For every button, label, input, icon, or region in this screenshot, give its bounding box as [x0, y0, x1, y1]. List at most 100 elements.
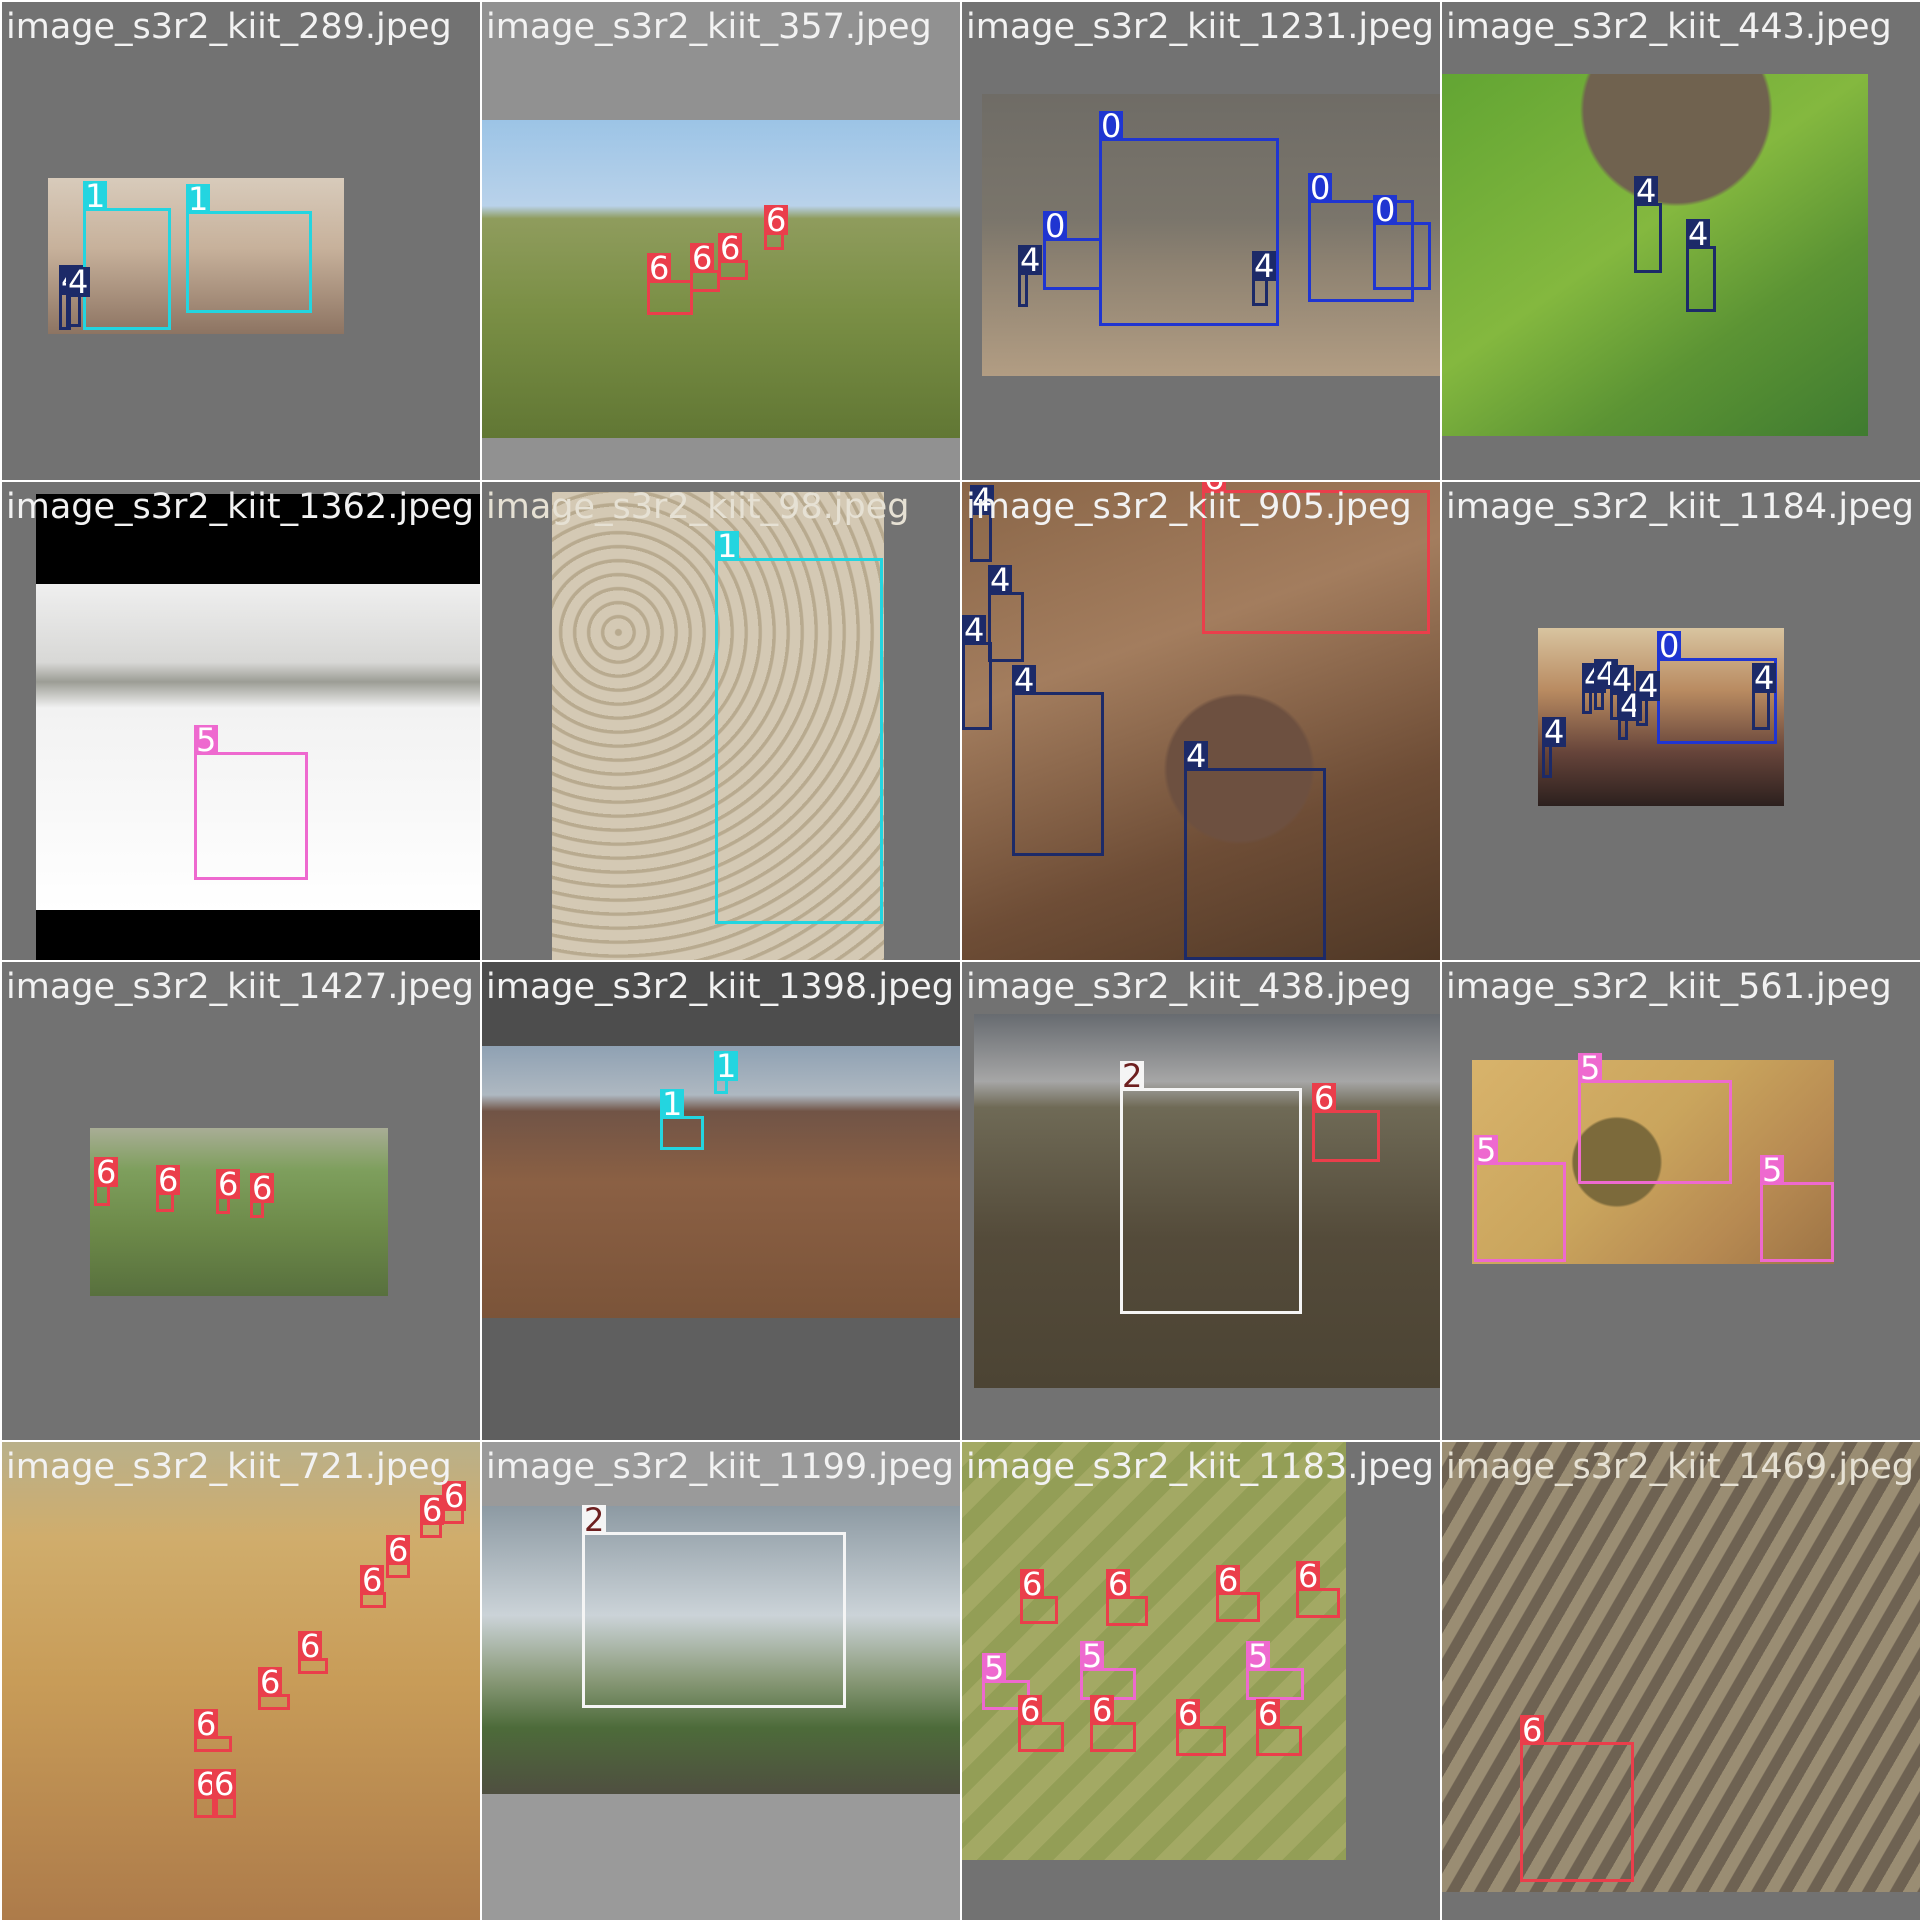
image-tile[interactable]: 6 6 6 6 6 6 6 6 6 image_s3r2_kiit_721.jp… [2, 1442, 480, 1920]
bounding-box: 4 [970, 484, 995, 562]
image-filename: image_s3r2_kiit_1427.jpeg [6, 967, 475, 1007]
bounding-box: 4 [1636, 670, 1661, 726]
bounding-box: 6 [1312, 1082, 1380, 1162]
image-preview [962, 482, 1440, 960]
bbox-class-label: 4 [1542, 713, 1567, 751]
image-filename: image_s3r2_kiit_1183.jpeg [966, 1447, 1435, 1487]
bbox-class-label: 4 [1686, 215, 1711, 253]
image-filename: image_s3r2_kiit_561.jpeg [1446, 967, 1892, 1007]
bbox-class-label: 6 [360, 1561, 385, 1599]
image-tile[interactable]: 1 1 4 4 image_s3r2_kiit_289.jpeg [2, 2, 480, 480]
image-tile[interactable]: 4 4 4 4 4 6 image_s3r2_kiit_905.jpeg [962, 482, 1440, 960]
bbox-class-label: 6 [258, 1663, 283, 1701]
image-tile[interactable]: 6 6 6 6 5 5 5 6 6 6 6 image_s3r2_kiit_11… [962, 1442, 1440, 1920]
bounding-box: 6 [360, 1564, 386, 1608]
bbox-class-label: 1 [186, 180, 211, 218]
bbox-class-label: 6 [212, 1765, 237, 1803]
bbox-class-label: 5 [1760, 1151, 1785, 1189]
bounding-box: 6 [156, 1164, 181, 1212]
bbox-class-label: 6 [1256, 1695, 1281, 1733]
bbox-class-label: 6 [94, 1153, 119, 1191]
image-tile[interactable]: 6 6 6 6 image_s3r2_kiit_357.jpeg [482, 2, 960, 480]
image-preview [90, 1128, 388, 1296]
bbox-class-label: 6 [764, 201, 789, 239]
image-tile[interactable]: 6 6 6 6 image_s3r2_kiit_1427.jpeg [2, 962, 480, 1440]
bounding-box: 0 [1373, 194, 1431, 290]
bbox-class-label: 5 [1246, 1637, 1271, 1675]
bounding-box: 6 [1216, 1564, 1260, 1622]
bbox-class-label: 6 [1090, 1691, 1115, 1729]
image-filename: image_s3r2_kiit_443.jpeg [1446, 7, 1892, 47]
image-preview [974, 1014, 1440, 1388]
image-tile[interactable]: 1 1 image_s3r2_kiit_1398.jpeg [482, 962, 960, 1440]
image-filename: image_s3r2_kiit_1184.jpeg [1446, 487, 1915, 527]
bbox-class-label: 2 [582, 1501, 607, 1539]
bounding-box: 4 [1018, 244, 1043, 307]
bbox-class-label: 0 [1308, 169, 1333, 207]
image-tile[interactable]: 1 image_s3r2_kiit_98.jpeg [482, 482, 960, 960]
bounding-box: 0 [1308, 172, 1414, 302]
bounding-box: 4 [962, 614, 992, 730]
bbox-class-label: 6 [442, 1477, 467, 1515]
bounding-box: 2 [1120, 1060, 1302, 1314]
bounding-box: 4 [988, 564, 1024, 662]
image-preview [482, 1506, 960, 1794]
bbox-class-label: 0 [1043, 207, 1068, 245]
image-tile[interactable]: 5 image_s3r2_kiit_1362.jpeg [2, 482, 480, 960]
bbox-class-label: 6 [1202, 482, 1227, 494]
image-filename: image_s3r2_kiit_438.jpeg [966, 967, 1412, 1007]
bounding-box: 6 [442, 1480, 467, 1524]
bounding-box: 6 [1256, 1698, 1302, 1756]
image-tile[interactable]: 5 5 5 image_s3r2_kiit_561.jpeg [1442, 962, 1920, 1440]
bounding-box: 2 [582, 1504, 846, 1708]
bbox-class-label: 0 [1373, 191, 1398, 229]
bbox-class-label: 4 [1184, 737, 1209, 775]
bbox-class-label: 1 [715, 527, 740, 565]
image-tile[interactable]: 0 0 0 0 4 4 image_s3r2_kiit_1231.jpeg [962, 2, 1440, 480]
bbox-class-label: 6 [647, 249, 672, 287]
bounding-box: 6 [647, 252, 693, 315]
bbox-class-label: 5 [194, 721, 219, 759]
bounding-box: 5 [1760, 1154, 1834, 1262]
image-filename: image_s3r2_kiit_1398.jpeg [486, 967, 955, 1007]
bbox-class-label: 0 [1099, 107, 1124, 145]
bounding-box: 6 [1106, 1568, 1148, 1626]
image-tile[interactable]: 0 4 4 4 4 4 4 4 image_s3r2_kiit_1184.jpe… [1442, 482, 1920, 960]
bbox-class-label: 4 [1752, 659, 1777, 697]
bounding-box: 4 [1582, 662, 1607, 714]
bounding-box: 6 [298, 1630, 328, 1674]
image-tile[interactable]: 4 4 image_s3r2_kiit_443.jpeg [1442, 2, 1920, 480]
bounding-box: 4 [1252, 250, 1277, 306]
bbox-class-label: 1 [83, 177, 108, 215]
bounding-box: 6 [1020, 1568, 1058, 1624]
image-preview [552, 492, 884, 960]
image-tile[interactable]: 2 image_s3r2_kiit_1199.jpeg [482, 1442, 960, 1920]
image-tile[interactable]: 2 6 image_s3r2_kiit_438.jpeg [962, 962, 1440, 1440]
bounding-box: 5 [1578, 1052, 1732, 1184]
bounding-box: 1 [714, 1050, 739, 1094]
bounding-box: 4 [1634, 175, 1662, 273]
bounding-box: 6 [718, 232, 748, 280]
bbox-class-label: 6 [386, 1531, 411, 1569]
image-filename: image_s3r2_kiit_1199.jpeg [486, 1447, 955, 1487]
bounding-box: 0 [1099, 110, 1279, 326]
bbox-class-label: 6 [1520, 1711, 1545, 1749]
image-tile[interactable]: 6 image_s3r2_kiit_1469.jpeg [1442, 1442, 1920, 1920]
bounding-box: 4 [66, 266, 91, 327]
bounding-box: 6 [94, 1156, 119, 1206]
bounding-box: 4 [1012, 664, 1104, 856]
image-filename: image_s3r2_kiit_1469.jpeg [1446, 1447, 1915, 1487]
bounding-box: 1 [186, 183, 312, 313]
bounding-box: 6 [1202, 482, 1430, 634]
bounding-box: 0 [1657, 630, 1777, 744]
bbox-class-label: 6 [250, 1169, 275, 1207]
bbox-class-label: 0 [1657, 627, 1682, 665]
image-filename: image_s3r2_kiit_905.jpeg [966, 487, 1412, 527]
bbox-class-label: 5 [1578, 1049, 1603, 1087]
image-filename: image_s3r2_kiit_1362.jpeg [6, 487, 475, 527]
bbox-class-label: 1 [714, 1047, 739, 1085]
bbox-class-label: 6 [156, 1161, 181, 1199]
bbox-class-label: 6 [1312, 1079, 1337, 1117]
bounding-box: 6 [1176, 1698, 1226, 1756]
